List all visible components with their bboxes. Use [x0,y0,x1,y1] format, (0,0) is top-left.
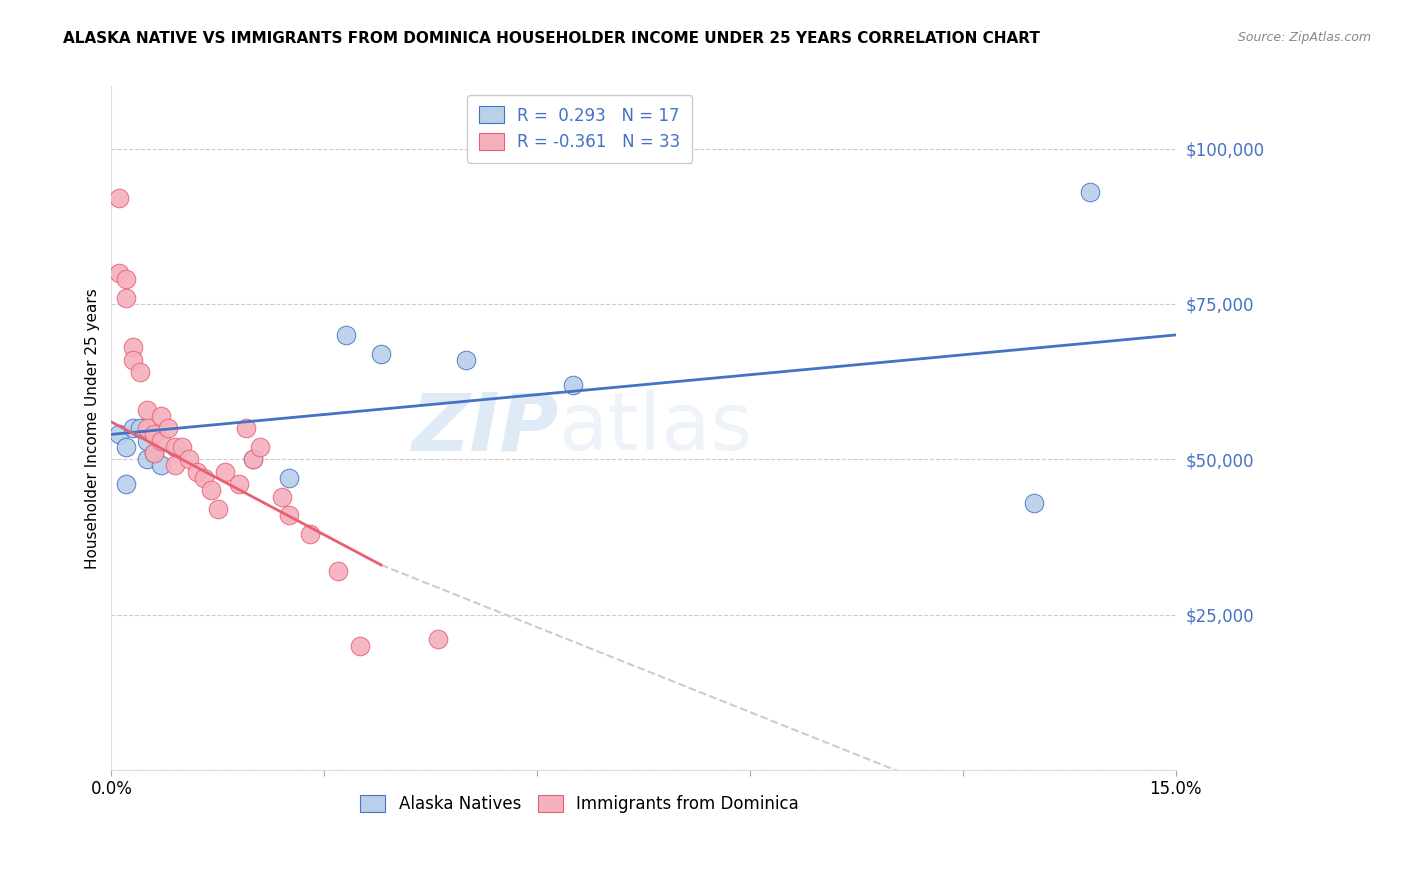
Point [143,427,166,442]
Point [135,421,157,435]
Point [135,402,157,417]
Point [150,409,173,423]
Point [128,365,150,379]
Point [143,446,166,460]
Point [135,452,157,467]
Point [277,471,299,485]
Point [242,452,264,467]
Point [165,458,187,473]
Text: atlas: atlas [558,389,752,467]
Point [207,502,229,516]
Point [135,434,157,448]
Point [193,471,215,485]
Point [214,465,236,479]
Point [249,440,271,454]
Point [235,421,257,435]
Text: ALASKA NATIVE VS IMMIGRANTS FROM DOMINICA HOUSEHOLDER INCOME UNDER 25 YEARS CORR: ALASKA NATIVE VS IMMIGRANTS FROM DOMINIC… [63,31,1040,46]
Point [186,465,208,479]
Point [200,483,222,498]
Point [1022,496,1045,510]
Text: Source: ZipAtlas.com: Source: ZipAtlas.com [1237,31,1371,45]
Point [121,340,143,354]
Point [456,352,478,367]
Point [228,477,250,491]
Point [150,458,173,473]
Point [242,452,264,467]
Point [157,421,180,435]
Point [179,452,201,467]
Point [114,440,136,454]
Point [370,346,392,360]
Point [114,477,136,491]
Point [1080,185,1102,199]
Point [172,440,194,454]
Point [128,421,150,435]
Legend: Alaska Natives, Immigrants from Dominica: Alaska Natives, Immigrants from Dominica [350,785,808,823]
Point [270,490,292,504]
Point [114,272,136,286]
Point [114,291,136,305]
Y-axis label: Householder Income Under 25 years: Householder Income Under 25 years [86,288,100,568]
Point [107,427,129,442]
Point [299,526,322,541]
Point [335,328,357,343]
Point [165,440,187,454]
Point [121,421,143,435]
Point [328,564,350,578]
Point [561,377,583,392]
Point [121,352,143,367]
Point [349,639,371,653]
Text: ZIP: ZIP [411,389,558,467]
Point [150,434,173,448]
Point [107,191,129,205]
Point [426,632,449,647]
Point [143,446,166,460]
Point [277,508,299,523]
Point [107,266,129,280]
